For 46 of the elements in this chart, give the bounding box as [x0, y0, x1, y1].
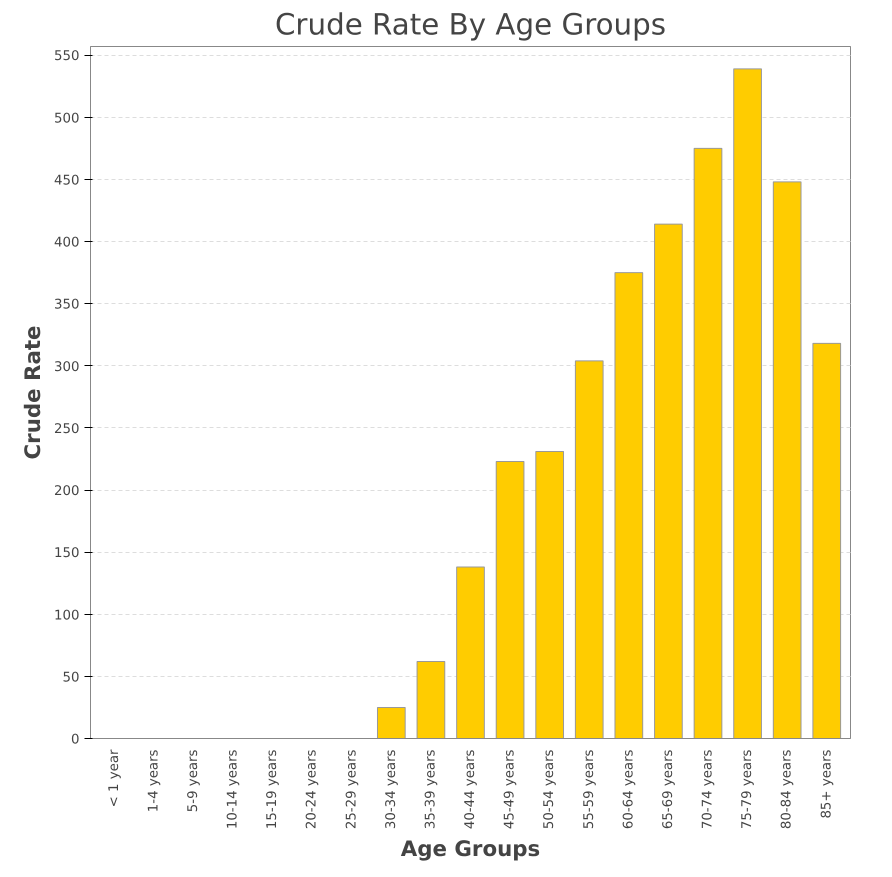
- x-tick-label: 30-34 years: [384, 749, 399, 830]
- y-tick-label: 0: [71, 732, 80, 748]
- x-tick-label: 10-14 years: [226, 749, 240, 830]
- x-tick-label: < 1 year: [106, 748, 122, 808]
- y-tick-label: 300: [54, 360, 80, 375]
- bar: [772, 181, 802, 738]
- x-tick-label: 60-64 years: [621, 749, 636, 830]
- x-tick-label: 5-9 years: [186, 749, 201, 812]
- y-tick-label: 550: [54, 49, 80, 64]
- chart-title: Crude Rate By Age Groups: [274, 8, 666, 42]
- y-tick-label: 400: [54, 236, 80, 251]
- y-axis-title: Crude Rate: [21, 325, 46, 460]
- x-tick-label: 25-29 years: [344, 749, 360, 830]
- x-tick-label: 15-19 years: [265, 749, 280, 830]
- bar: [535, 451, 564, 738]
- bar: [812, 342, 842, 738]
- x-tick-label: 1-4 years: [146, 749, 162, 812]
- x-tick-label: 45-49 years: [502, 749, 518, 830]
- bar: [614, 272, 644, 738]
- bar: [496, 460, 524, 738]
- y-tick-label: 450: [54, 173, 80, 188]
- bar: [456, 566, 485, 738]
- x-tick-label: 55-59 years: [582, 749, 597, 830]
- x-axis-title: Age Groups: [400, 837, 540, 862]
- x-tick-label: 35-39 years: [423, 749, 438, 830]
- x-tick-label: 20-24 years: [304, 749, 320, 830]
- x-tick-label: 65-69 years: [660, 749, 676, 830]
- x-tick-label: 85+ years: [819, 749, 834, 819]
- bar: [376, 706, 406, 738]
- x-tick-label: 70-74 years: [700, 749, 716, 830]
- x-tick-label: 75-79 years: [740, 749, 756, 830]
- y-tick-label: 100: [54, 608, 80, 624]
- bar: [574, 360, 604, 738]
- y-tick-label: 250: [54, 422, 80, 437]
- bar: [654, 224, 683, 738]
- bar: [694, 148, 722, 738]
- x-tick-label: 80-84 years: [780, 749, 795, 830]
- bar: [733, 68, 762, 738]
- x-tick-label: 40-44 years: [463, 749, 478, 830]
- y-tick-label: 350: [54, 298, 80, 313]
- x-tick-label: 50-54 years: [542, 749, 558, 830]
- y-tick-label: 200: [54, 484, 80, 500]
- bar: [416, 660, 446, 738]
- y-tick-label: 500: [54, 111, 80, 126]
- y-tick-label: 50: [62, 670, 80, 686]
- y-tick-label: 150: [54, 546, 80, 562]
